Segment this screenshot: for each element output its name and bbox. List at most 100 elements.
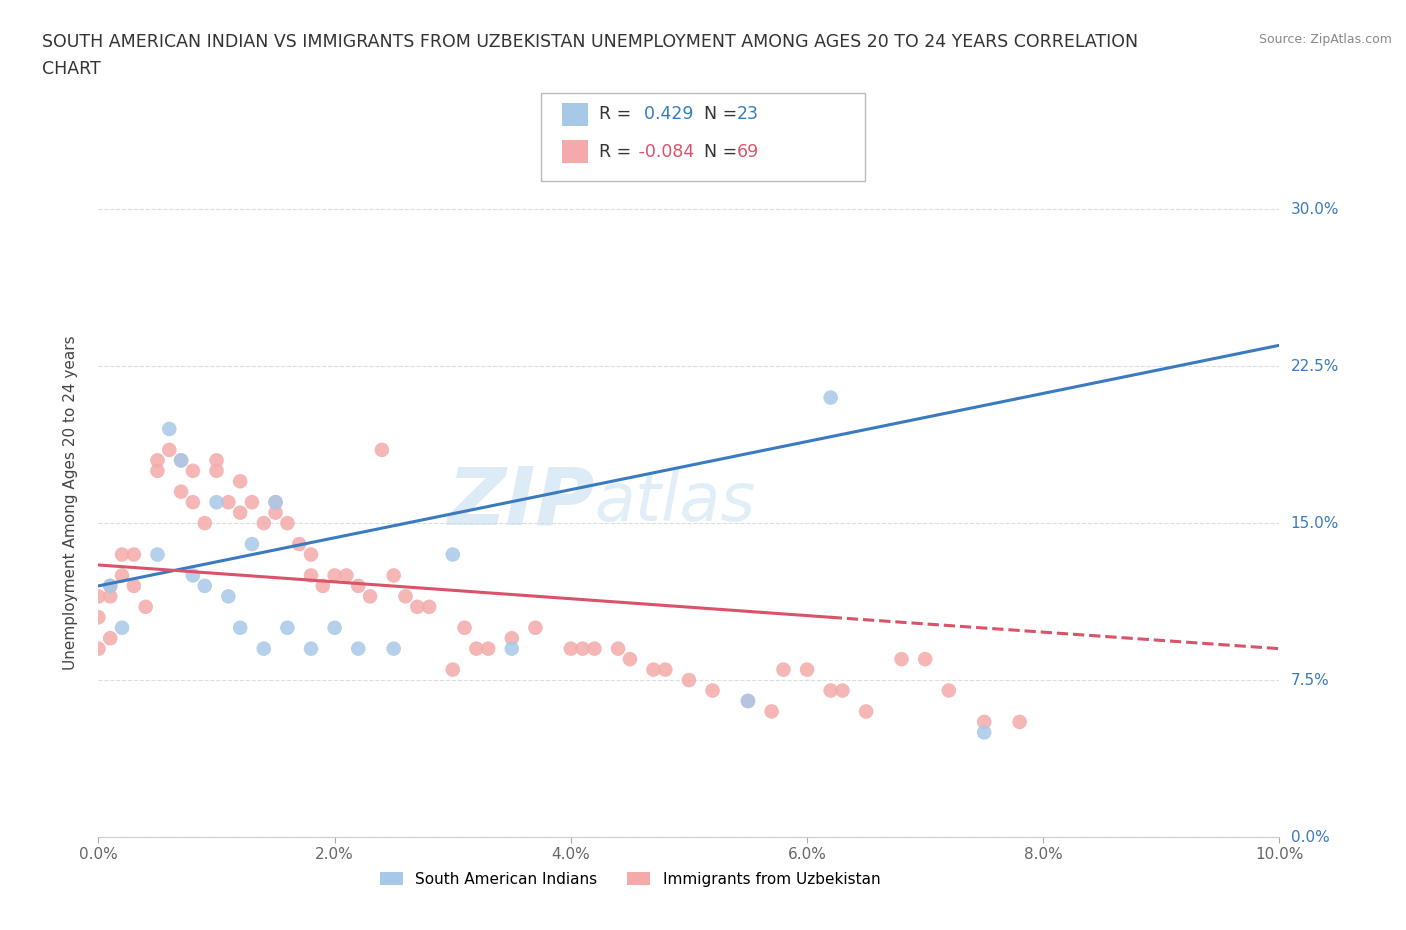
- Point: [441, 547, 464, 562]
- Point: [359, 589, 381, 604]
- Point: [299, 547, 322, 562]
- Point: [571, 642, 593, 657]
- Point: [146, 463, 169, 478]
- Point: [98, 578, 121, 593]
- Point: [973, 714, 995, 729]
- Point: [702, 683, 724, 698]
- Text: 23: 23: [737, 105, 759, 124]
- Point: [157, 443, 180, 458]
- Point: [170, 453, 193, 468]
- Point: [111, 620, 134, 635]
- Text: R =: R =: [599, 142, 631, 161]
- Point: [418, 600, 440, 615]
- Point: [643, 662, 665, 677]
- Point: [299, 642, 322, 657]
- Point: [253, 642, 276, 657]
- Point: [276, 620, 298, 635]
- Point: [98, 589, 121, 604]
- Point: [371, 443, 394, 458]
- Point: [607, 642, 630, 657]
- Text: Source: ZipAtlas.com: Source: ZipAtlas.com: [1258, 33, 1392, 46]
- Text: -0.084: -0.084: [633, 142, 695, 161]
- Point: [253, 516, 276, 531]
- Point: [394, 589, 416, 604]
- Point: [441, 662, 464, 677]
- Point: [737, 694, 759, 709]
- Point: [914, 652, 936, 667]
- Point: [122, 578, 145, 593]
- Point: [323, 568, 346, 583]
- Point: [453, 620, 475, 635]
- Text: 0.429: 0.429: [633, 105, 693, 124]
- Text: N =: N =: [693, 105, 742, 124]
- Point: [135, 600, 157, 615]
- Point: [501, 631, 523, 645]
- Point: [1008, 714, 1031, 729]
- Point: [619, 652, 641, 667]
- Point: [406, 600, 429, 615]
- Point: [938, 683, 960, 698]
- Text: 22.5%: 22.5%: [1291, 359, 1339, 374]
- Point: [347, 642, 370, 657]
- Text: CHART: CHART: [42, 60, 101, 78]
- Point: [831, 683, 853, 698]
- Point: [229, 474, 252, 489]
- Point: [761, 704, 783, 719]
- Point: [98, 631, 121, 645]
- Point: [146, 547, 169, 562]
- Point: [678, 672, 700, 687]
- Point: [890, 652, 912, 667]
- Point: [382, 642, 405, 657]
- Point: [181, 495, 204, 510]
- Point: [240, 537, 263, 551]
- Point: [111, 568, 134, 583]
- Point: [855, 704, 877, 719]
- Point: [146, 453, 169, 468]
- Point: [323, 620, 346, 635]
- Point: [240, 495, 263, 510]
- Point: [477, 642, 499, 657]
- Point: [181, 568, 204, 583]
- Text: 0.0%: 0.0%: [1291, 830, 1329, 844]
- Point: [312, 578, 335, 593]
- Legend: South American Indians, Immigrants from Uzbekistan: South American Indians, Immigrants from …: [374, 866, 886, 893]
- Text: 69: 69: [737, 142, 759, 161]
- Point: [205, 495, 228, 510]
- Point: [205, 463, 228, 478]
- Point: [87, 589, 110, 604]
- Point: [181, 463, 204, 478]
- Point: [973, 725, 995, 740]
- Point: [382, 568, 405, 583]
- Point: [501, 642, 523, 657]
- Point: [772, 662, 794, 677]
- Point: [820, 391, 842, 405]
- Point: [524, 620, 547, 635]
- Text: N =: N =: [693, 142, 742, 161]
- Point: [157, 421, 180, 436]
- Point: [194, 578, 217, 593]
- Point: [229, 505, 252, 520]
- Text: 30.0%: 30.0%: [1291, 202, 1339, 217]
- Point: [796, 662, 818, 677]
- Text: R =: R =: [599, 105, 631, 124]
- Point: [583, 642, 606, 657]
- Text: atlas: atlas: [595, 470, 755, 535]
- Point: [335, 568, 357, 583]
- Text: 7.5%: 7.5%: [1291, 672, 1329, 687]
- Point: [654, 662, 676, 677]
- Point: [264, 495, 287, 510]
- Point: [205, 453, 228, 468]
- Point: [276, 516, 298, 531]
- Point: [737, 694, 759, 709]
- Text: 15.0%: 15.0%: [1291, 515, 1339, 531]
- Point: [87, 642, 110, 657]
- Point: [170, 485, 193, 499]
- Point: [217, 589, 239, 604]
- Point: [820, 683, 842, 698]
- Point: [560, 642, 582, 657]
- Point: [264, 495, 287, 510]
- Point: [217, 495, 239, 510]
- Point: [229, 620, 252, 635]
- Point: [299, 568, 322, 583]
- Point: [111, 547, 134, 562]
